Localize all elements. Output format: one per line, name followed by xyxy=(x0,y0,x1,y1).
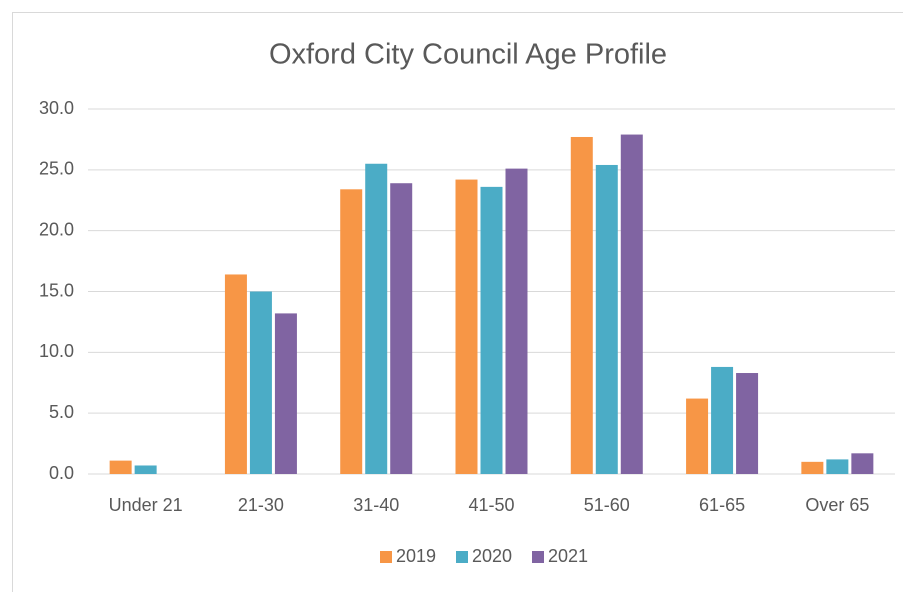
legend-label: 2019 xyxy=(396,546,436,566)
chart-title: Oxford City Council Age Profile xyxy=(269,39,667,71)
bar xyxy=(711,367,733,474)
legend-label: 2021 xyxy=(548,546,588,566)
x-tick-label: 21-30 xyxy=(238,495,284,515)
bar xyxy=(851,453,873,474)
bar xyxy=(621,135,643,474)
bar xyxy=(225,274,247,474)
bar xyxy=(135,465,157,474)
x-tick-label: Under 21 xyxy=(109,495,183,515)
bar xyxy=(365,164,387,474)
bar xyxy=(250,292,272,475)
legend-swatch xyxy=(456,551,468,563)
bar xyxy=(275,313,297,474)
bar xyxy=(826,459,848,474)
bar xyxy=(390,183,412,474)
bar xyxy=(110,461,132,474)
bar xyxy=(340,189,362,474)
bar xyxy=(481,187,503,474)
bar xyxy=(736,373,758,474)
bar xyxy=(596,165,618,474)
y-tick-label: 10.0 xyxy=(39,341,74,361)
legend-swatch xyxy=(532,551,544,563)
y-tick-label: 30.0 xyxy=(39,98,74,118)
legend-swatch xyxy=(380,551,392,563)
x-tick-label: 51-60 xyxy=(584,495,630,515)
legend-label: 2020 xyxy=(472,546,512,566)
x-tick-label: 41-50 xyxy=(468,495,514,515)
y-tick-label: 25.0 xyxy=(39,159,74,179)
y-tick-label: 5.0 xyxy=(49,402,74,422)
y-tick-label: 0.0 xyxy=(49,463,74,483)
x-tick-label: 61-65 xyxy=(699,495,745,515)
bar xyxy=(686,399,708,474)
bar xyxy=(506,169,528,474)
y-tick-label: 20.0 xyxy=(39,219,74,239)
bar xyxy=(456,180,478,474)
x-tick-label: 31-40 xyxy=(353,495,399,515)
y-tick-label: 15.0 xyxy=(39,280,74,300)
x-tick-label: Over 65 xyxy=(805,495,869,515)
bar xyxy=(571,137,593,474)
bar xyxy=(801,462,823,474)
